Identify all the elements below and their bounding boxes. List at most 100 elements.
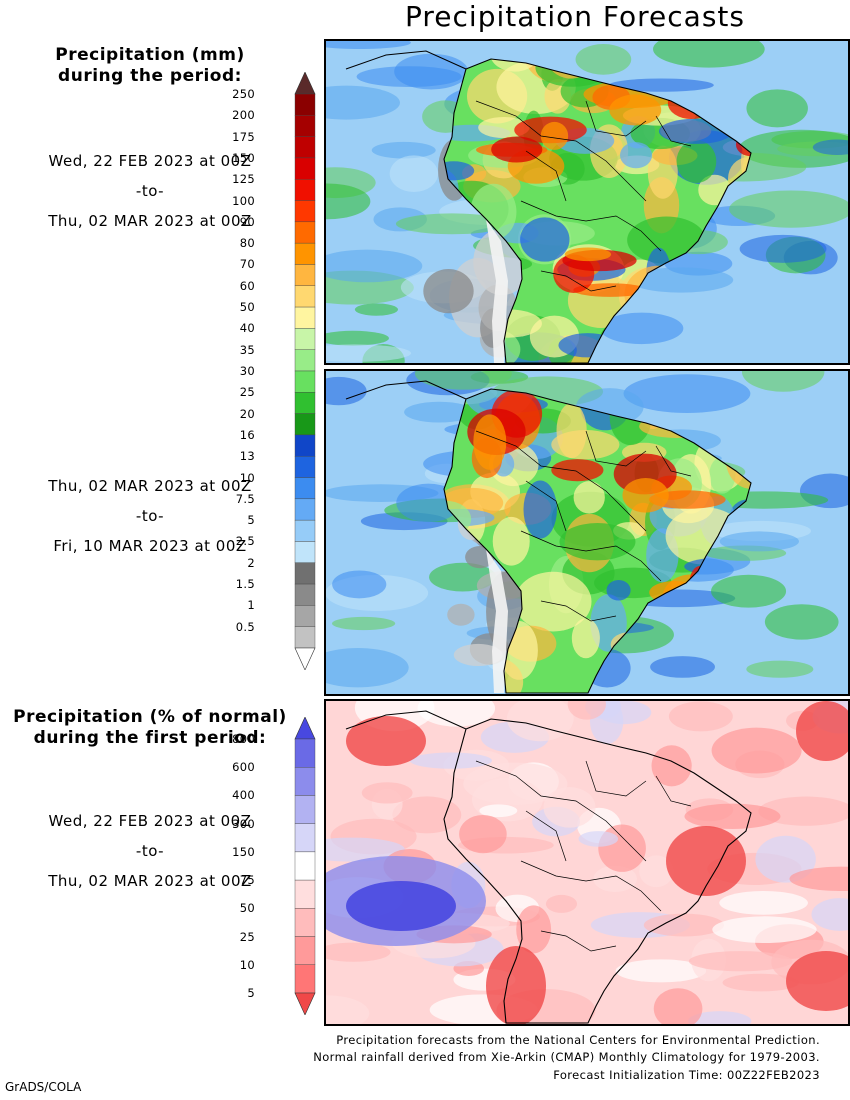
percent-colorbar-swatch (294, 767, 316, 796)
period1-end: Thu, 02 MAR 2023 at 00Z (48, 212, 252, 230)
dry-anomaly (796, 701, 848, 761)
percent-patch (361, 782, 413, 804)
amount-colorbar-tick-label: 50 (239, 300, 255, 315)
percent-patch (643, 913, 725, 937)
percent-patch (392, 796, 462, 834)
grads-credit: GrADS/COLA (5, 1080, 82, 1094)
percent-colorbar: 800 600 400 300 150 75 50 25 10 5 (232, 716, 320, 1016)
amount-colorbar-swatch (294, 264, 316, 286)
amount-colorbar-tick-label: 2 (247, 555, 255, 570)
amount-colorbar-top-arrow (294, 71, 316, 95)
ocean-precip-patch (719, 531, 799, 552)
amount-title-line2: during the period: (58, 66, 242, 86)
percent-patch (326, 942, 391, 962)
ocean-precip-patch (354, 303, 399, 316)
ocean-precip-patch (764, 604, 839, 640)
percent-period-sep: -to- (135, 842, 165, 860)
dry-anomaly (346, 716, 426, 766)
ocean-precip-patch (608, 78, 714, 92)
amount-colorbar-swatch (294, 370, 316, 393)
percent-patch (578, 831, 619, 847)
percent-title-line1: Precipitation (% of normal) (13, 707, 287, 727)
central-america-outline (345, 50, 467, 70)
country-border (520, 200, 662, 252)
amount-colorbar-swatch (294, 583, 316, 606)
percent-colorbar-swatch (294, 879, 316, 909)
dry-patch (423, 269, 474, 314)
amount-colorbar-swatch (294, 242, 316, 265)
percent-patch (639, 855, 674, 888)
period1-start: Wed, 22 FEB 2023 at 00Z (48, 152, 252, 170)
wet-anomaly-core (346, 881, 456, 931)
ocean-precip-patch (746, 660, 814, 678)
percent-colorbar-tick-label: 300 (232, 816, 255, 831)
country-border (520, 530, 662, 582)
amount-colorbar-tick-label: 1 (247, 598, 255, 613)
ocean-precip-patch (729, 190, 848, 228)
percent-period-start: Wed, 22 FEB 2023 at 00Z (48, 812, 252, 830)
percent-colorbar-tick-label: 600 (232, 760, 255, 775)
percent-colorbar-tick-label: 5 (247, 986, 255, 1000)
dry-patch (447, 603, 475, 626)
amount-colorbar-tick-label: 7.5 (235, 491, 255, 506)
country-border (540, 600, 617, 622)
dry-patch (453, 643, 503, 667)
percent-patch (684, 803, 781, 829)
amount-colorbar-tick-label: 2.5 (235, 534, 255, 549)
ocean-precip-patch (331, 616, 396, 631)
country-border (655, 445, 692, 477)
central-america-outline (345, 710, 467, 730)
percent-patch (755, 835, 816, 883)
percent-patch (653, 988, 703, 1024)
ocean-precip-patch (326, 41, 411, 49)
percent-colorbar-tick-label: 25 (239, 929, 255, 944)
percent-patch (479, 804, 518, 818)
amount-colorbar-swatch (294, 349, 316, 372)
percent-patch (545, 894, 578, 913)
percent-patch (712, 916, 817, 943)
percent-colorbar-tick-label: 400 (232, 788, 255, 803)
ocean-precip-patch (326, 85, 400, 120)
ocean-precip-patch (394, 53, 469, 90)
ocean-precip-patch (711, 574, 787, 608)
percent-patch (651, 745, 692, 787)
percent-legend-title: Precipitation (% of normal) during the f… (0, 707, 300, 749)
ocean-precip-patch (746, 89, 808, 128)
amount-colorbar-tick-label: 40 (239, 321, 255, 336)
amount-colorbar-tick-label: 30 (239, 364, 255, 378)
amount-colorbar-tick-label: 70 (239, 257, 255, 272)
amount-colorbar-tick-label: 20 (239, 406, 255, 421)
period2-start: Thu, 02 MAR 2023 at 00Z (48, 477, 252, 495)
ocean-precip-patch (332, 570, 387, 599)
ocean-precip-patch (414, 371, 512, 390)
ocean-precip-patch (326, 249, 423, 283)
amount-colorbar-swatch (294, 413, 316, 436)
percent-colorbar-tick-label: 150 (232, 844, 255, 859)
percent-patch (593, 865, 638, 893)
percent-patch (668, 701, 733, 732)
dry-anomaly (486, 946, 546, 1024)
percent-normal-map (326, 701, 848, 1024)
footer-source: Precipitation forecasts from the Nationa… (336, 1033, 820, 1047)
amount-colorbar-swatch (294, 306, 316, 329)
period2-end: Fri, 10 MAR 2023 at 00Z (53, 537, 247, 555)
amount-colorbar-swatch (294, 434, 316, 457)
percent-colorbar-tick-label: 50 (239, 901, 255, 916)
amount-colorbar-swatch (294, 328, 316, 350)
amount-legend-title: Precipitation (mm) during the period: (0, 45, 300, 87)
amount-colorbar-swatch (294, 519, 316, 542)
country-border (655, 775, 692, 807)
footer-climatology: Normal rainfall derived from Xie-Arkin (… (313, 1050, 820, 1064)
amount-colorbar-swatch (294, 179, 316, 201)
percent-patch (719, 890, 808, 915)
amount-colorbar-tick-label: 80 (239, 236, 255, 251)
amount-colorbar: 250 200 175 150 125 100 90 80 70 60 50 40 35 30 25 20 16… (232, 71, 320, 671)
percent-colorbar-swatch (294, 738, 316, 768)
percent-patch (615, 959, 707, 983)
amount-colorbar-swatch (294, 626, 316, 649)
amount-colorbar-tick-label: 16 (239, 427, 255, 442)
percent-colorbar-swatch (294, 851, 316, 881)
percent-patch (326, 837, 405, 862)
percent-colorbar-swatch (294, 795, 316, 824)
amount-colorbar-swatch (294, 285, 316, 308)
